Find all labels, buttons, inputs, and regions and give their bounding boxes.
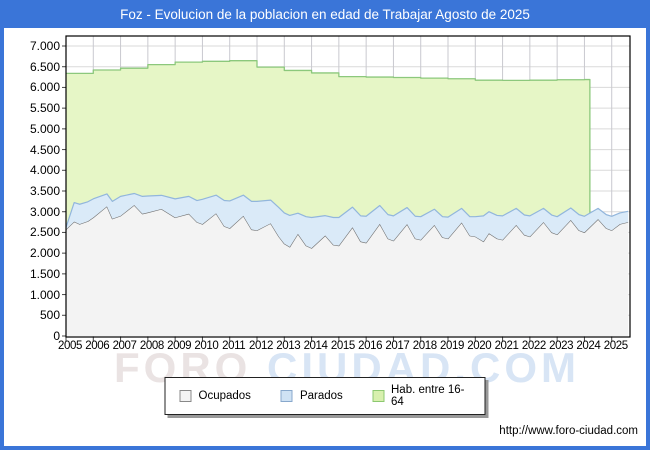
legend-item-parados: Parados — [280, 390, 343, 402]
legend-label-hab-16-64: Hab. entre 16-64 — [391, 384, 465, 408]
footer-url[interactable]: http://www.foro-ciudad.com — [499, 425, 638, 437]
legend-item-hab-16-64: Hab. entre 16-64 — [372, 384, 471, 408]
parados-swatch-icon — [280, 390, 293, 402]
legend-label-ocupados: Ocupados — [198, 390, 251, 402]
parados-band — [66, 193, 629, 249]
parados-line — [65, 192, 629, 228]
ocupados-area — [66, 205, 629, 336]
ocupados-swatch-icon — [179, 390, 192, 402]
chart-title-bar: Foz - Evolucion de la poblacion en edad … — [4, 0, 646, 28]
chart-legend: Ocupados Parados Hab. entre 16-64 — [164, 377, 486, 415]
legend-label-parados: Parados — [299, 390, 343, 402]
legend-item-ocupados: Ocupados — [179, 390, 251, 402]
chart-title: Foz - Evolucion de la poblacion en edad … — [120, 6, 530, 22]
plot-border — [65, 35, 631, 338]
hab-16-64-line — [66, 60, 591, 336]
hab-16-64-swatch-icon — [372, 390, 384, 402]
